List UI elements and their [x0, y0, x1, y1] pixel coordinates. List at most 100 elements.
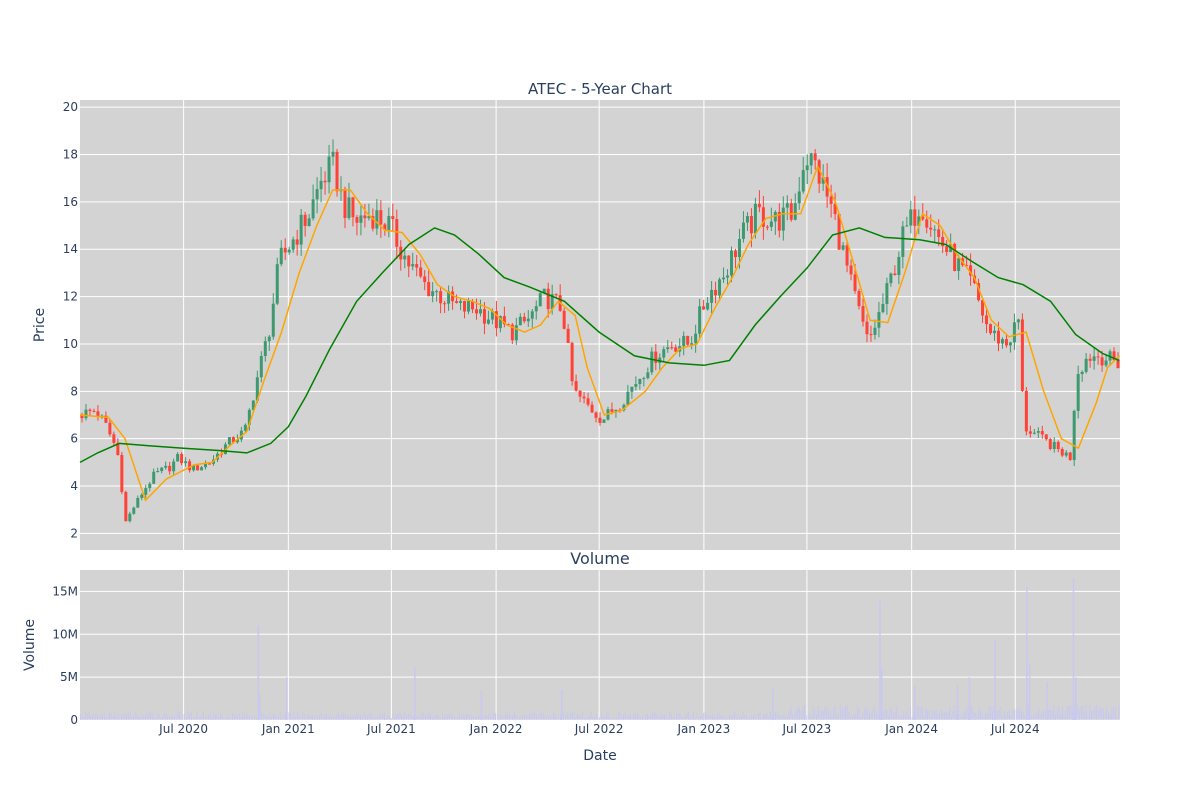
candle-body	[877, 312, 881, 328]
volume-bar	[821, 709, 823, 720]
volume-bar	[228, 717, 230, 720]
candle-body	[502, 316, 506, 325]
volume-bar	[573, 711, 575, 720]
volume-bar	[915, 713, 917, 720]
volume-bar	[179, 711, 181, 720]
volume-bar	[271, 717, 273, 720]
volume-bar	[278, 717, 280, 720]
candle-body	[419, 267, 423, 277]
candle-body	[897, 256, 901, 276]
candle-body	[702, 306, 706, 310]
candle-body	[666, 347, 670, 350]
volume-bar	[923, 716, 925, 720]
volume-bar	[831, 716, 833, 720]
volume-bar	[518, 717, 520, 720]
volume-bar	[247, 715, 249, 720]
x-tick: Jul 2023	[781, 722, 831, 736]
volume-bar	[213, 713, 215, 720]
candle-body	[722, 277, 726, 280]
volume-bar	[629, 713, 631, 720]
volume-bar	[633, 713, 635, 720]
candle-body	[156, 471, 160, 473]
volume-bar	[493, 712, 495, 720]
volume-bar	[570, 712, 572, 720]
volume-bar	[566, 712, 568, 720]
volume-spike-bar	[879, 601, 881, 720]
volume-bar	[624, 712, 626, 720]
volume-bar	[600, 712, 602, 720]
volume-bar	[804, 704, 806, 720]
volume-bar	[776, 714, 778, 720]
candle-body	[343, 189, 347, 219]
volume-bar	[1049, 709, 1051, 720]
candle-body	[945, 246, 949, 253]
volume-bar	[858, 708, 860, 720]
volume-bar	[290, 712, 292, 720]
volume-bar	[86, 713, 88, 720]
volume-bar	[797, 705, 799, 720]
price-y-tick-labels: 2 4 6 8 10 12 14 16 18 20	[63, 100, 78, 540]
volume-bar	[346, 716, 348, 720]
candle-body	[427, 282, 431, 297]
volume-bar	[127, 712, 129, 720]
candle-body	[726, 275, 730, 278]
candle-body	[311, 199, 315, 219]
volume-bar	[419, 715, 421, 720]
volume-bar	[778, 714, 780, 720]
candle-body	[247, 409, 251, 425]
volume-bar	[459, 712, 461, 720]
candle-body	[407, 255, 411, 267]
volume-bar	[276, 716, 278, 720]
volume-bar	[1079, 709, 1081, 720]
candle-body	[933, 229, 937, 231]
volume-bar	[530, 712, 532, 720]
volume-bar	[558, 717, 560, 720]
candle-body	[682, 335, 686, 347]
volume-bar	[471, 714, 473, 720]
volume-bar	[554, 713, 556, 720]
volume-bar	[202, 712, 204, 720]
x-tick: Jul 2021	[366, 722, 416, 736]
candle-body	[753, 203, 757, 234]
candle-body	[654, 351, 658, 363]
candle-body	[96, 411, 100, 417]
volume-bar	[138, 716, 140, 720]
volume-bar	[368, 713, 370, 720]
volume-spike-bar	[1075, 677, 1077, 720]
volume-bar	[826, 707, 828, 720]
volume-bar	[317, 715, 319, 720]
volume-bar	[730, 715, 732, 720]
volume-bar	[216, 714, 218, 720]
volume-bar	[865, 705, 867, 720]
candle-body	[937, 229, 941, 237]
candle-body	[769, 221, 773, 227]
volume-bar	[1109, 714, 1111, 720]
candle-body	[283, 247, 287, 253]
volume-bar	[394, 716, 396, 720]
volume-bar	[916, 705, 918, 720]
candle-body	[84, 409, 88, 419]
volume-bar	[546, 716, 548, 720]
volume-bar	[231, 712, 233, 720]
candle-body	[132, 507, 136, 514]
volume-bar	[780, 716, 782, 720]
volume-bar	[226, 714, 228, 720]
volume-bar	[136, 713, 138, 720]
volume-bar	[520, 716, 522, 720]
volume-bar	[1113, 706, 1115, 720]
volume-bar	[737, 713, 739, 720]
volume-bar	[1024, 715, 1026, 720]
volume-bar	[599, 717, 601, 720]
volume-spike-bar	[956, 685, 959, 720]
candle-body	[494, 311, 498, 329]
price-plot-background	[80, 100, 1120, 550]
volume-bar	[974, 712, 976, 720]
volume-bar	[144, 714, 146, 720]
volume-bar	[718, 712, 720, 720]
volume-bar	[927, 709, 929, 720]
volume-bar	[816, 714, 818, 720]
volume-bar	[399, 711, 401, 720]
candle-body	[467, 301, 471, 312]
volume-bar	[380, 713, 382, 720]
